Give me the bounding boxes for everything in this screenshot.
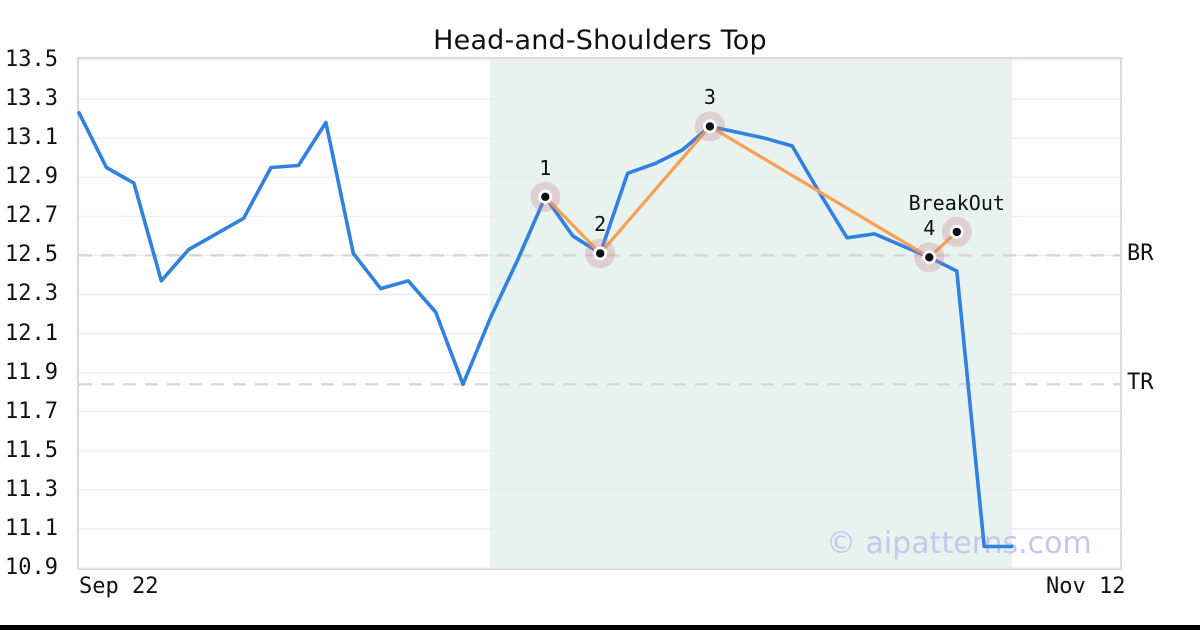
breakout-label: BreakOut (908, 190, 1005, 215)
pattern-point-label: 1 (539, 155, 552, 180)
level-label-br: BR (1127, 241, 1154, 267)
pattern-point-label: 4 (923, 216, 936, 241)
point-dot (541, 192, 550, 201)
level-label-tr: TR (1127, 370, 1154, 396)
pattern-point-label: 2 (594, 212, 607, 237)
y-axis-tick-label: 12.1 (5, 320, 58, 346)
y-axis-tick-label: 10.9 (5, 555, 58, 580)
x-axis-tick-label-start: Sep 22 (79, 574, 159, 599)
chart-title: Head-and-Shoulders Top (433, 25, 767, 56)
point-dot (925, 253, 934, 262)
watermark: © aipatterns.com (826, 526, 1092, 561)
y-axis-tick-label: 12.5 (5, 242, 58, 268)
y-axis-tick-label: 11.5 (5, 437, 58, 463)
pattern-shaded-region (490, 59, 1012, 568)
point-dot (596, 249, 605, 258)
y-axis-tick-label: 11.1 (5, 515, 58, 541)
y-axis-tick-label: 13.3 (5, 86, 58, 112)
y-axis-tick-label: 11.7 (5, 398, 58, 424)
point-dot (705, 122, 715, 131)
x-axis-tick-label-end: Nov 12 (1046, 574, 1126, 599)
y-axis-tick-label: 12.3 (5, 281, 58, 307)
point-dot (952, 227, 961, 237)
bottom-bar (0, 625, 1200, 630)
y-axis-tick-label: 13.5 (5, 47, 58, 72)
y-axis-tick-label: 11.9 (5, 359, 58, 385)
pattern-point-label: 3 (703, 85, 716, 110)
y-axis-tick-label: 12.7 (5, 203, 58, 229)
y-axis-tick-label: 13.1 (5, 125, 58, 151)
y-axis-tick-label: 12.9 (5, 164, 58, 190)
y-axis-tick-label: 11.3 (5, 476, 58, 502)
